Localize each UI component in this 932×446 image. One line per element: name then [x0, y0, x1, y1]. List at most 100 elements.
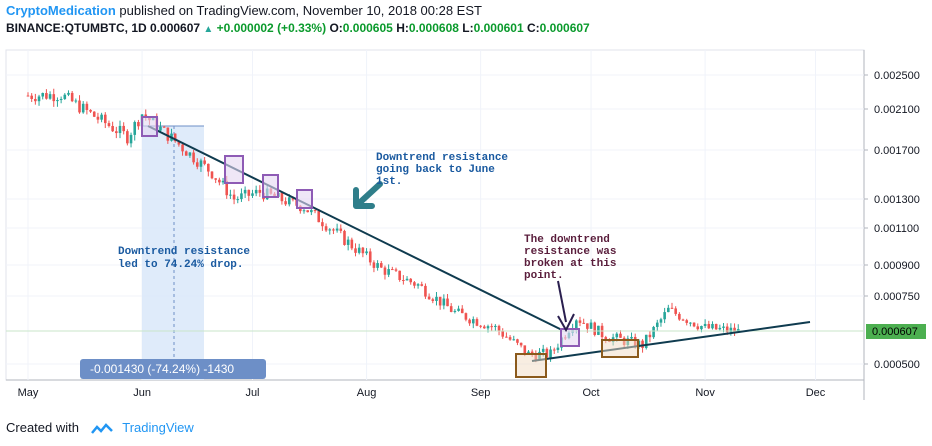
- candle-body: [37, 96, 41, 102]
- annotation-line: Downtrend resistance: [118, 246, 250, 258]
- candle-body: [527, 351, 530, 354]
- candle-body: [582, 322, 585, 324]
- candle-body: [641, 340, 644, 348]
- candle-body: [681, 319, 685, 321]
- candle-body: [663, 312, 666, 320]
- candle-body: [446, 298, 449, 307]
- teal-arrow-icon: [353, 181, 383, 209]
- candle-body: [689, 322, 692, 324]
- candle-body: [435, 296, 438, 301]
- price-chart[interactable]: 0.002500 0.002100 0.001700 0.001300 0.001100…: [0, 44, 932, 414]
- candle-body: [85, 103, 89, 110]
- candle-body: [122, 125, 125, 132]
- y-tick-label: 0.002500: [874, 70, 920, 82]
- candle-body: [372, 262, 376, 268]
- candle-body: [552, 349, 556, 351]
- candle-body: [144, 114, 148, 118]
- low-label: L:: [462, 21, 474, 35]
- time-ticks: May Jun Jul Aug Sep Oct Nov Dec: [18, 387, 826, 399]
- candle-body: [302, 210, 306, 212]
- candle-body: [199, 160, 203, 167]
- high-value: 0.000608: [408, 21, 459, 35]
- highlight-box-1: [141, 116, 158, 137]
- candle-body: [508, 337, 512, 340]
- candle-body: [516, 339, 519, 343]
- highlight-box-2: [224, 155, 244, 184]
- candle-body: [137, 122, 140, 127]
- candle-body: [173, 133, 177, 142]
- y-tick-label: 0.001100: [874, 223, 919, 235]
- candle-body: [722, 326, 725, 328]
- candle-body: [192, 152, 195, 163]
- candle-body: [63, 94, 67, 99]
- candle-body: [464, 313, 468, 320]
- author-name[interactable]: CryptoMedication: [6, 3, 116, 18]
- candles: [26, 88, 740, 363]
- x-tick-label: Dec: [806, 387, 826, 399]
- candle-body: [195, 162, 199, 167]
- candle-body: [438, 296, 442, 306]
- candle-body: [725, 326, 729, 333]
- candle-body: [402, 280, 405, 282]
- candle-body: [184, 151, 188, 156]
- candle-body: [343, 230, 346, 245]
- tradingview-brand[interactable]: TradingView: [122, 420, 194, 435]
- candle-body: [203, 160, 206, 164]
- candle-body: [207, 163, 210, 172]
- annotation-line: point.: [524, 270, 564, 282]
- candle-body: [648, 334, 652, 338]
- candle-body: [339, 228, 343, 231]
- measure-label-bg: [80, 359, 266, 379]
- candle-body: [118, 125, 122, 134]
- highlight-box-3: [262, 174, 279, 198]
- high-label: H:: [396, 21, 409, 35]
- candle-body: [457, 308, 460, 311]
- candle-body: [229, 194, 232, 196]
- ohlc-line: BINANCE:QTUMBTC, 1D 0.000607 ▲ +0.000002…: [6, 21, 590, 35]
- candle-body: [74, 100, 78, 102]
- candle-body: [619, 333, 622, 338]
- candle-body: [486, 326, 490, 329]
- candle-body: [30, 95, 33, 99]
- candle-body: [346, 239, 350, 245]
- candle-body: [449, 306, 453, 312]
- candle-body: [453, 310, 457, 312]
- candle-body: [692, 322, 696, 327]
- price-ticks: 0.002500 0.002100 0.001700 0.001300 0.001100…: [864, 70, 920, 371]
- candle-body: [593, 322, 597, 335]
- candle-body: [678, 313, 681, 320]
- current-price-tag: [866, 324, 926, 339]
- candle-body: [67, 92, 70, 95]
- candle-body: [26, 95, 30, 97]
- candle-body: [644, 334, 648, 348]
- candle-body: [214, 178, 217, 180]
- candle-body: [126, 131, 129, 144]
- break-arrow-shaft: [557, 280, 567, 323]
- candle-body: [416, 284, 420, 286]
- candle-body: [52, 94, 56, 102]
- candle-body: [586, 323, 589, 329]
- highlight-box-5: [560, 328, 580, 347]
- candle-body: [56, 100, 59, 102]
- tradingview-logo-icon: [90, 422, 113, 434]
- candle-body: [460, 308, 464, 314]
- candle-body: [391, 269, 394, 271]
- annotation-line: going back to June: [376, 164, 495, 176]
- publish-line: CryptoMedication published on TradingVie…: [6, 3, 482, 18]
- annotation-line: 1st.: [376, 176, 402, 188]
- candle-body: [280, 192, 284, 202]
- candle-body: [376, 263, 379, 268]
- candle-body: [284, 201, 287, 205]
- candle-body: [733, 327, 736, 333]
- measure-label: -0.001430 (-74.24%) -1430: [90, 362, 234, 376]
- candle-body: [177, 141, 181, 145]
- candle-body: [287, 197, 291, 205]
- candle-body: [589, 322, 593, 329]
- candle-body: [48, 94, 52, 99]
- candle-body: [258, 189, 262, 193]
- candle-body: [34, 98, 37, 102]
- candle-body: [254, 189, 258, 194]
- candle-body: [59, 98, 63, 101]
- candle-body: [667, 307, 670, 313]
